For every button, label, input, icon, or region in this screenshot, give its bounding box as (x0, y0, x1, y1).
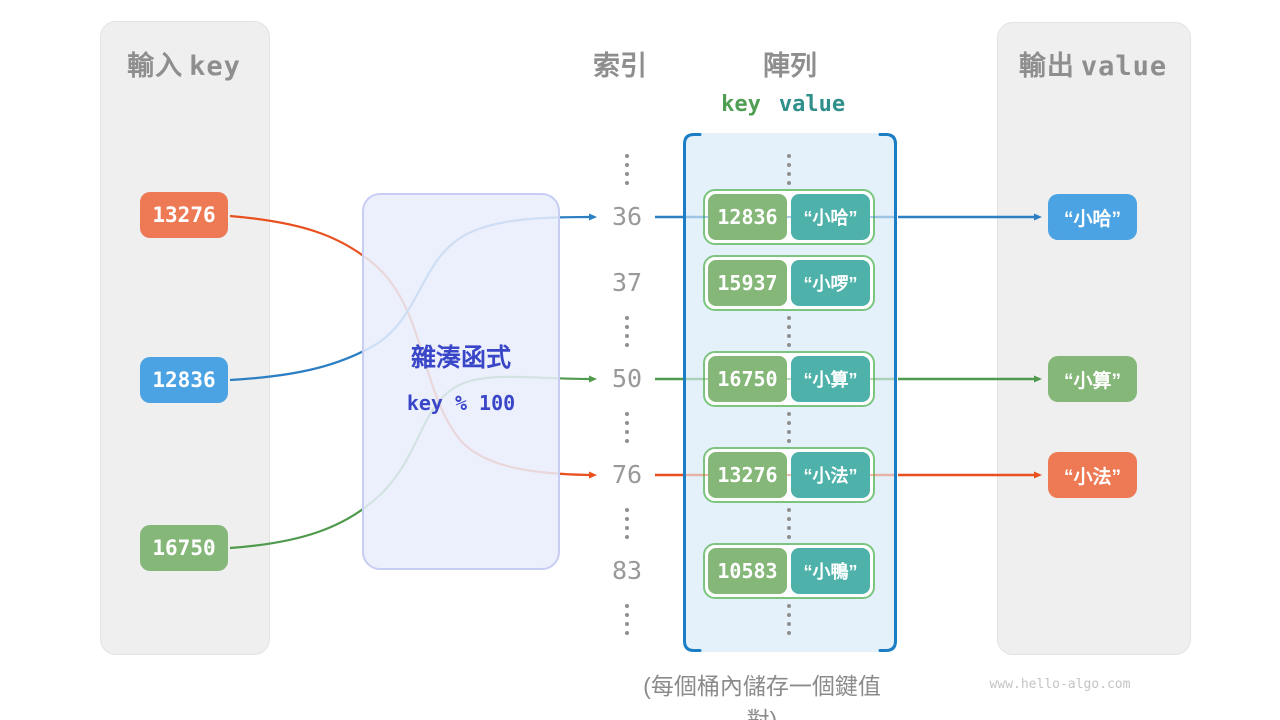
index-76: 76 (611, 460, 643, 489)
ellipsis-icon (787, 412, 791, 443)
index-83: 83 (611, 556, 643, 585)
output-title-cjk: 輸出 (1018, 51, 1075, 81)
bucket-37-key: 15937 (708, 260, 787, 306)
bucket-83-key: 10583 (708, 548, 787, 594)
bucket-36-value: “小哈” (791, 194, 870, 240)
value-header-label: value (778, 92, 846, 117)
bucket-83: 10583 “小鴨” (703, 543, 875, 599)
bucket-36-key: 12836 (708, 194, 787, 240)
ellipsis-icon (787, 508, 791, 539)
ellipsis-icon (625, 412, 629, 443)
index-50: 50 (611, 364, 643, 393)
input-key-13276: 13276 (140, 192, 228, 238)
ellipsis-icon (787, 604, 791, 635)
output-value-xiaofa: “小法” (1048, 452, 1137, 498)
ellipsis-icon (625, 604, 629, 635)
bucket-37-value: “小啰” (791, 260, 870, 306)
watermark: www.hello-algo.com (989, 677, 1131, 692)
hash-function-box: 雜湊函式 key % 100 (362, 193, 560, 570)
input-title-cjk: 輸入 (127, 51, 184, 81)
figure-caption: (每個桶內儲存一個鍵值對) (643, 673, 881, 720)
index-37: 37 (611, 268, 643, 297)
input-title-latin: key (189, 51, 241, 82)
output-value-xiaosuan: “小算” (1048, 356, 1137, 402)
bucket-76-value: “小法” (791, 452, 870, 498)
bucket-83-value: “小鴨” (791, 548, 870, 594)
output-panel-title: 輸出 value (997, 44, 1189, 83)
input-key-16750: 16750 (140, 525, 228, 571)
ellipsis-icon (625, 316, 629, 347)
output-title-latin: value (1080, 51, 1168, 82)
bucket-76: 13276 “小法” (703, 447, 875, 503)
bucket-36: 12836 “小哈” (703, 189, 875, 245)
input-key-12836: 12836 (140, 357, 228, 403)
bucket-50-key: 16750 (708, 356, 787, 402)
ellipsis-icon (787, 154, 791, 185)
bucket-50-value: “小算” (791, 356, 870, 402)
hash-function-formula: key % 100 (406, 391, 516, 415)
output-panel (997, 22, 1191, 655)
key-header-label: key (721, 92, 761, 117)
bucket-50: 16750 “小算” (703, 351, 875, 407)
hash-function-title: 雜湊函式 (410, 344, 511, 372)
index-column-title: 索引 (593, 51, 647, 81)
ellipsis-icon (787, 316, 791, 347)
ellipsis-icon (625, 154, 629, 185)
input-panel-title: 輸入 key (100, 44, 268, 83)
output-value-xiaoha: “小哈” (1048, 194, 1137, 240)
ellipsis-icon (625, 508, 629, 539)
bucket-76-key: 13276 (708, 452, 787, 498)
array-column-title: 陣列 (763, 51, 817, 81)
bucket-37: 15937 “小啰” (703, 255, 875, 311)
index-36: 36 (611, 202, 643, 231)
